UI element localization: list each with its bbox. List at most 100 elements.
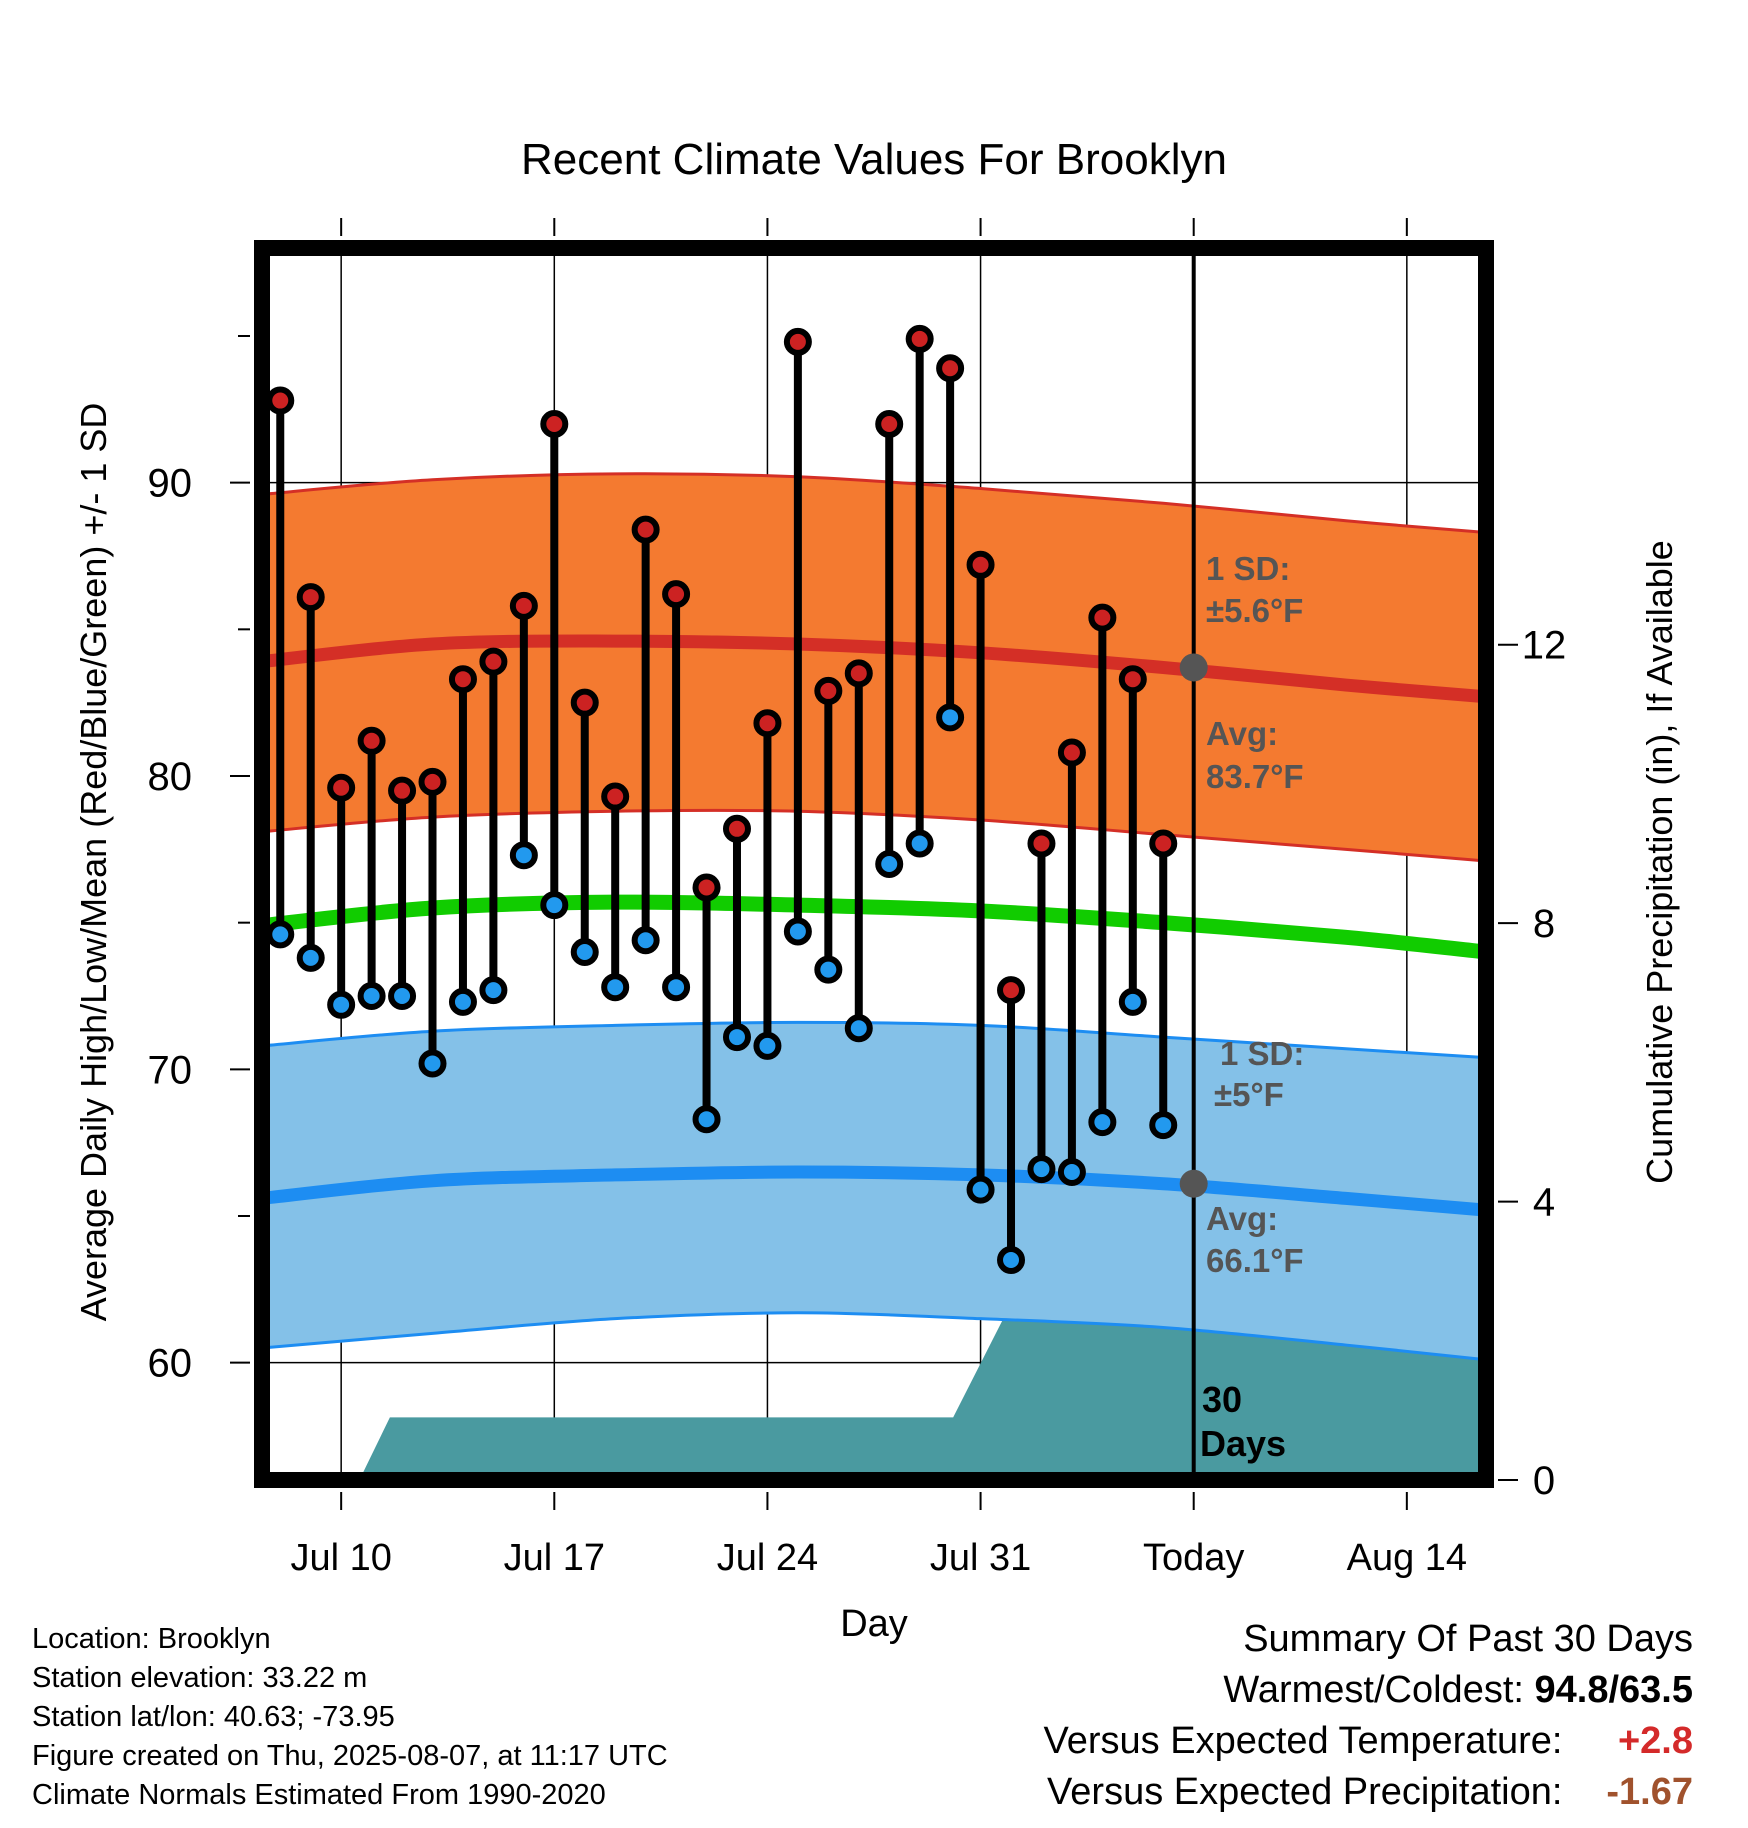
daily-low-point — [783, 917, 812, 946]
precip-area — [359, 1309, 1486, 1480]
mean-line — [262, 894, 1486, 960]
daily-low-point — [601, 973, 630, 1002]
daily-low-point — [875, 850, 904, 878]
daily-high-point — [814, 676, 843, 705]
daily-high-point — [1088, 603, 1117, 632]
daily-high-point — [266, 386, 295, 415]
annotations: 1 SD: ±5.6°F Avg: 83.7°F 1 SD: ±5°F Avg:… — [1200, 550, 1304, 1464]
summary-title: Summary Of Past 30 Days — [1243, 1618, 1693, 1660]
daily-high-point — [357, 726, 386, 755]
temp-value: +2.8 — [1617, 1720, 1693, 1762]
daily-low-point — [722, 1023, 751, 1052]
daily-high-point — [479, 647, 508, 676]
created-text: Figure created on Thu, 2025-08-07, at 11… — [32, 1740, 668, 1772]
daily-high-point — [692, 873, 721, 902]
precip-value: -1.67 — [1606, 1771, 1693, 1813]
daily-high-point — [601, 782, 630, 811]
y2-axis-label: Cumulative Precipitation (in), If Availa… — [1639, 540, 1680, 1184]
x-axis-label: Day — [840, 1603, 908, 1645]
daily-low-point — [1149, 1111, 1178, 1140]
precip-days-number: 30 — [1202, 1379, 1242, 1420]
low-sd-band-upper-edge — [262, 1020, 1486, 1060]
low-avg-value: 66.1°F — [1206, 1242, 1304, 1279]
daily-low-point — [905, 829, 934, 858]
daily-high-point — [1027, 829, 1056, 858]
y2-tick-label: 12 — [1522, 624, 1567, 668]
daily-high-point — [875, 410, 904, 438]
daily-high-point — [936, 354, 965, 383]
daily-high-point — [388, 776, 417, 805]
daily-high-point — [1149, 829, 1178, 858]
x-tick-label: Today — [1143, 1537, 1244, 1579]
daily-low-point — [540, 891, 569, 920]
daily-low-point — [1057, 1158, 1086, 1186]
summary-warmest-row: Warmest/Coldest: 94.8/63.5 — [1044, 1665, 1693, 1716]
plot-frame — [254, 240, 1494, 1488]
normals-text: Climate Normals Estimated From 1990-2020 — [32, 1779, 606, 1811]
daily-low-point — [479, 976, 508, 1005]
latlon-text: Station lat/lon: 40.63; -73.95 — [32, 1701, 395, 1733]
daily-low-point — [357, 982, 386, 1010]
low-sd-value: ±5°F — [1214, 1076, 1284, 1113]
summary-temp-row: Versus Expected Temperature: +2.8 — [1044, 1716, 1693, 1767]
daily-high-point — [509, 591, 538, 620]
daily-low-point — [327, 990, 356, 1019]
x-tick-label: Jul 31 — [930, 1537, 1031, 1579]
daily-high-point — [905, 324, 934, 353]
high-sd-band — [262, 473, 1486, 862]
daily-low-point — [1118, 987, 1147, 1016]
high-avg-line — [262, 634, 1486, 704]
low-sd-band — [262, 1022, 1486, 1360]
daily-low-point — [844, 1014, 873, 1043]
low-sd-label: 1 SD: — [1220, 1035, 1304, 1072]
daily-low-point — [753, 1031, 782, 1060]
daily-high-point — [997, 976, 1026, 1005]
y-tick-label: 70 — [148, 1048, 193, 1092]
daily-low-point — [266, 920, 295, 949]
daily-high-point — [966, 550, 995, 579]
daily-high-point — [662, 580, 691, 609]
daily-low-point — [418, 1049, 447, 1078]
y2-tick-label: 8 — [1533, 902, 1555, 946]
high-avg-label: Avg: — [1206, 715, 1278, 752]
daily-high-point — [540, 410, 569, 438]
precip-label: Versus Expected Precipitation: — [1047, 1771, 1563, 1813]
high-sd-value: ±5.6°F — [1206, 592, 1303, 629]
daily-low-point — [997, 1246, 1026, 1274]
x-tick-label: Jul 10 — [290, 1537, 391, 1579]
high-sd-band-lower-edge — [262, 808, 1486, 863]
high-avg-value: 83.7°F — [1206, 758, 1304, 795]
summary-panel: Summary Of Past 30 Days Warmest/Coldest:… — [1044, 1614, 1693, 1818]
x-tick-label: Jul 17 — [504, 1537, 605, 1579]
summary-precip-row: Versus Expected Precipitation: -1.67 — [1044, 1767, 1693, 1818]
location-text: Location: Brooklyn — [32, 1623, 271, 1655]
low-avg-line — [262, 1165, 1486, 1217]
station-info: Location: Brooklyn Station elevation: 33… — [32, 1620, 668, 1815]
precip-days-word: Days — [1200, 1423, 1286, 1464]
daily-high-point — [753, 709, 782, 738]
daily-low-point — [448, 987, 477, 1016]
y2-tick-label: 4 — [1533, 1181, 1555, 1225]
chart-title: Recent Climate Values For Brooklyn — [521, 135, 1227, 184]
y-tick-label: 80 — [148, 755, 193, 799]
warmest-label: Warmest/Coldest: — [1223, 1669, 1524, 1711]
daily-high-point — [1057, 738, 1086, 767]
daily-high-point — [418, 767, 447, 796]
y-axis-label: Average Daily High/Low/Mean (Red/Blue/Gr… — [73, 403, 114, 1322]
daily-high-point — [327, 773, 356, 802]
daily-low-point — [296, 943, 325, 972]
warmest-value: 94.8/63.5 — [1534, 1669, 1693, 1711]
y-tick-label: 90 — [148, 462, 193, 506]
x-tick-label: Aug 14 — [1347, 1537, 1467, 1579]
daily-low-point — [388, 982, 417, 1010]
elevation-text: Station elevation: 33.22 m — [32, 1662, 368, 1694]
high-sd-band-upper-edge — [262, 472, 1486, 535]
daily-low-point — [570, 938, 599, 966]
y-tick-label: 60 — [148, 1342, 193, 1386]
daily-high-point — [448, 665, 477, 694]
daily-high-point — [570, 688, 599, 717]
high-sd-label: 1 SD: — [1206, 550, 1290, 587]
daily-high-point — [783, 327, 812, 356]
daily-high-point — [1118, 665, 1147, 694]
